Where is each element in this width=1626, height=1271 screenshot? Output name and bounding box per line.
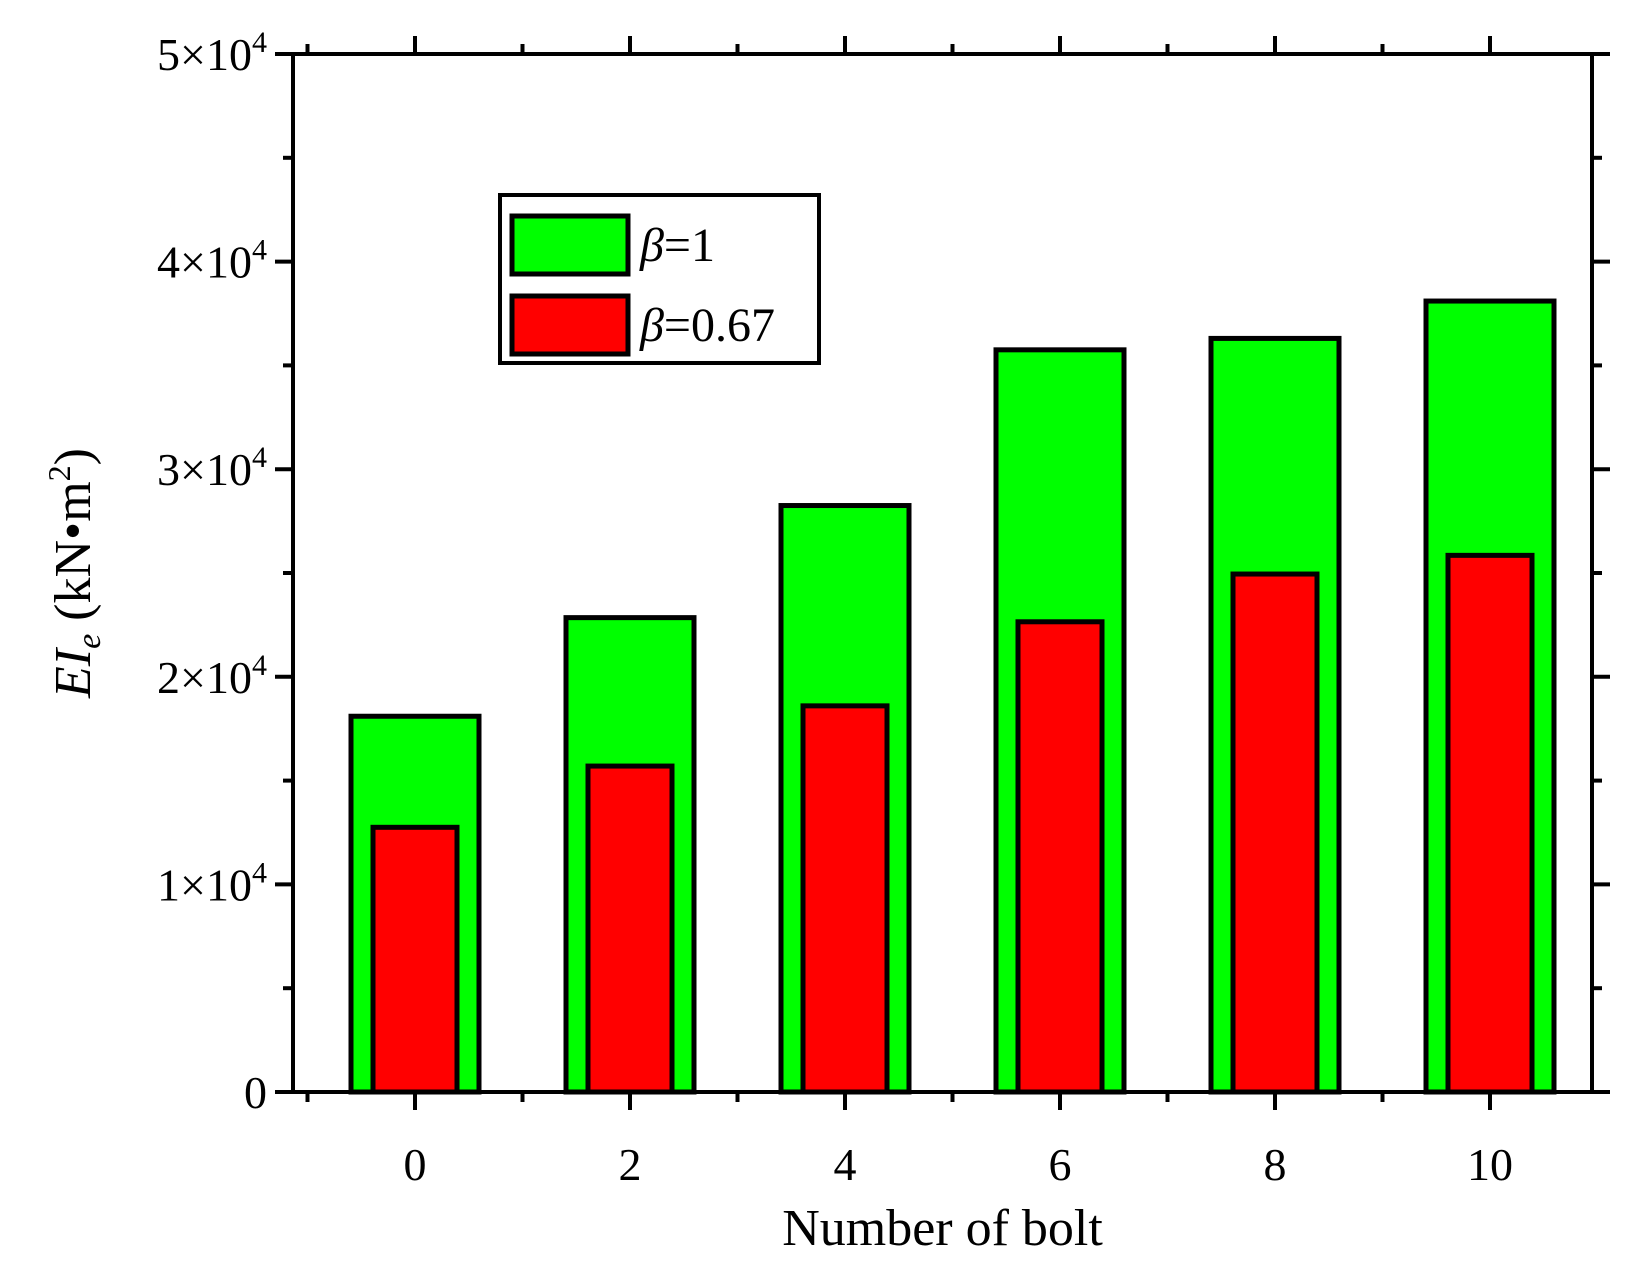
xtick-label-0: 0	[404, 1139, 427, 1190]
legend-label-2: β=0.67	[639, 299, 775, 352]
bar-series2-10	[1445, 552, 1535, 1095]
xtick-label-8: 8	[1264, 1139, 1287, 1190]
xtick-label-2: 2	[619, 1139, 642, 1190]
bar-series2-6	[1015, 619, 1105, 1095]
legend: β=1 β=0.67	[498, 193, 821, 365]
legend-swatch-1	[509, 213, 631, 277]
ytick-label-20000: 2×104	[157, 649, 267, 703]
y-axis-title: EIe (kN•m2)	[41, 448, 108, 699]
xtick-label-6: 6	[1049, 1139, 1072, 1190]
legend-swatch-2	[509, 293, 631, 357]
labels-layer: 0 1×104 2×104 3×104 4×104 5×104 0 2 4 6 8 10 Number …	[41, 26, 1513, 1257]
bars-layer	[348, 298, 1557, 1095]
bar-series2-2	[585, 763, 675, 1095]
ticks-layer	[275, 36, 1610, 1110]
x-axis-title: Number of bolt	[782, 1200, 1103, 1257]
legend-label-1: β=1	[639, 219, 715, 272]
ytick-label-40000: 4×104	[157, 234, 267, 288]
ytick-label-10000: 1×104	[157, 856, 267, 910]
ytick-label-30000: 3×104	[157, 441, 267, 495]
xtick-label-10: 10	[1467, 1139, 1513, 1190]
ytick-label-0: 0	[244, 1067, 267, 1118]
bar-series2-0	[370, 824, 460, 1095]
ytick-label-50000: 5×104	[157, 26, 267, 80]
bar-series2-8	[1230, 571, 1320, 1095]
bar-series2-4	[800, 703, 890, 1095]
plot-frame	[291, 52, 1594, 1094]
xtick-label-4: 4	[834, 1139, 857, 1190]
